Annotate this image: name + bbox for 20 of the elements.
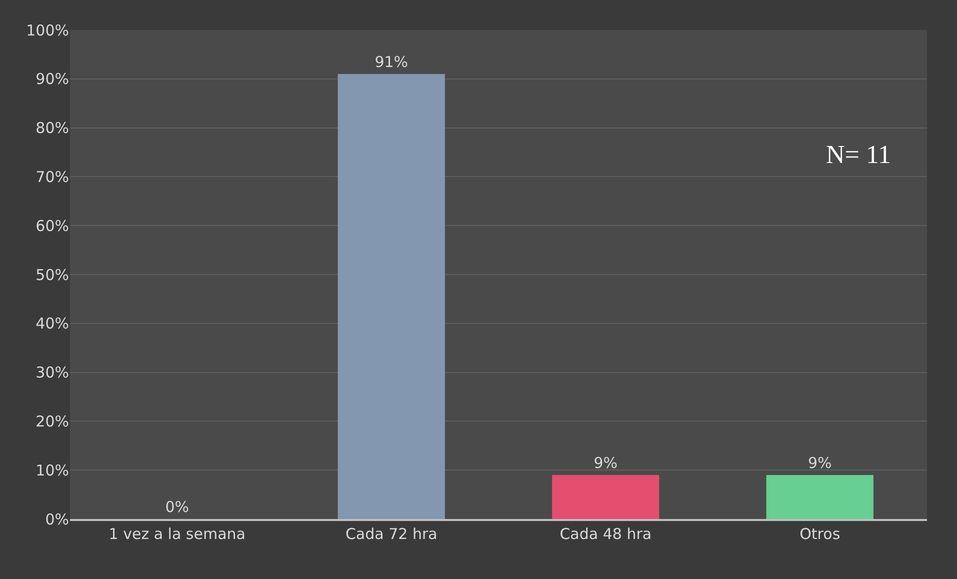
y-tick-label: 30% — [36, 364, 69, 382]
data-label: 9% — [808, 454, 832, 472]
y-tick-label: 100% — [26, 21, 69, 40]
y-tick-label: 40% — [36, 314, 69, 333]
y-tick-label: 50% — [36, 266, 69, 284]
x-tick-label: Otros — [800, 525, 840, 543]
y-tick-label: 80% — [36, 119, 69, 138]
y-tick-label: 10% — [36, 461, 69, 480]
y-tick-label: 70% — [36, 168, 69, 186]
x-tick-label: Cada 48 hra — [560, 525, 652, 543]
data-label: 91% — [374, 53, 408, 72]
y-tick-label: 20% — [36, 412, 69, 430]
data-label: 9% — [594, 454, 618, 472]
annotation: N= 11 — [826, 140, 891, 169]
data-label: 0% — [165, 498, 190, 516]
y-tick-label: 0% — [45, 510, 69, 528]
y-tick-label: 60% — [36, 216, 69, 235]
x-tick-label: Cada 72 hra — [345, 525, 438, 543]
x-tick-label: 1 vez a la semana — [108, 525, 246, 543]
y-tick-label: 90% — [36, 70, 69, 88]
